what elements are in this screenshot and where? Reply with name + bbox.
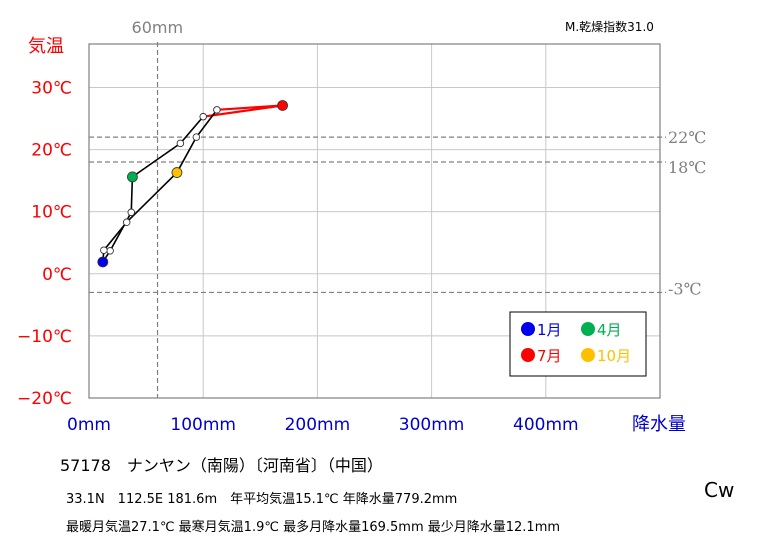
month-point [106,247,114,255]
climate-path-segment [131,142,182,178]
reference-label-temp: -3℃ [668,279,701,298]
climate-path-segment [179,115,204,145]
legend-label: 1月 [537,321,562,339]
x-tick-label: 100mm [170,415,236,435]
legend-label: 10月 [597,347,631,365]
station-stats-line2: 最暖月気温27.1℃ 最寒月気温1.9℃ 最多月降水量169.5mm 最少月降水… [66,520,561,535]
y-tick-label: 10℃ [31,203,72,223]
month-point [97,256,109,268]
month-point [127,208,136,217]
climate-path-segment [176,136,198,174]
legend-marker [581,348,595,362]
plot-frame [88,43,661,399]
x-axis-title: 降水量 [632,414,686,435]
legend-marker [581,322,595,336]
legend-box [509,311,647,377]
y-tick-label: −20℃ [17,389,72,409]
climate-path-segment [195,109,218,138]
station-name: 57178 ナンヤン（南陽）〔河南省〕（中国） [60,456,383,475]
month-point [192,133,201,141]
y-tick-label: −10℃ [17,327,72,347]
y-tick-label: 30℃ [31,78,72,98]
reference-label-temp: 22℃ [668,128,706,147]
reference-label-precip: 60mm [132,18,184,37]
month-point [100,246,108,254]
climate-path-segment [215,104,284,111]
x-tick-label: 400mm [513,415,579,435]
legend-label: 4月 [597,321,622,339]
month-point [171,167,183,178]
climate-class: Cw [704,478,735,502]
legend-marker [521,322,535,336]
y-axis-title: 気温 [28,36,64,57]
month-point [176,139,185,148]
legend-label: 7月 [537,347,562,365]
climate-path-segment [103,221,128,251]
month-point [122,218,131,226]
station-stats-line1: 33.1N 112.5E 181.6m 年平均気温15.1℃ 年降水量779.2… [66,492,458,507]
legend-marker [521,348,535,362]
x-tick-label: 200mm [285,415,351,435]
y-tick-label: 0℃ [42,265,72,285]
climate-path-segment [125,171,178,224]
aridity-index: M.乾燥指数31.0 [565,20,654,34]
climate-path-segment [130,176,134,214]
y-tick-label: 20℃ [31,141,72,161]
reference-label-temp: 18℃ [668,158,706,177]
x-tick-label: 300mm [399,415,465,435]
month-point [199,112,207,121]
month-point [213,106,221,114]
month-point [277,100,288,111]
month-point [126,171,138,183]
x-tick-label: 0mm [67,415,111,435]
